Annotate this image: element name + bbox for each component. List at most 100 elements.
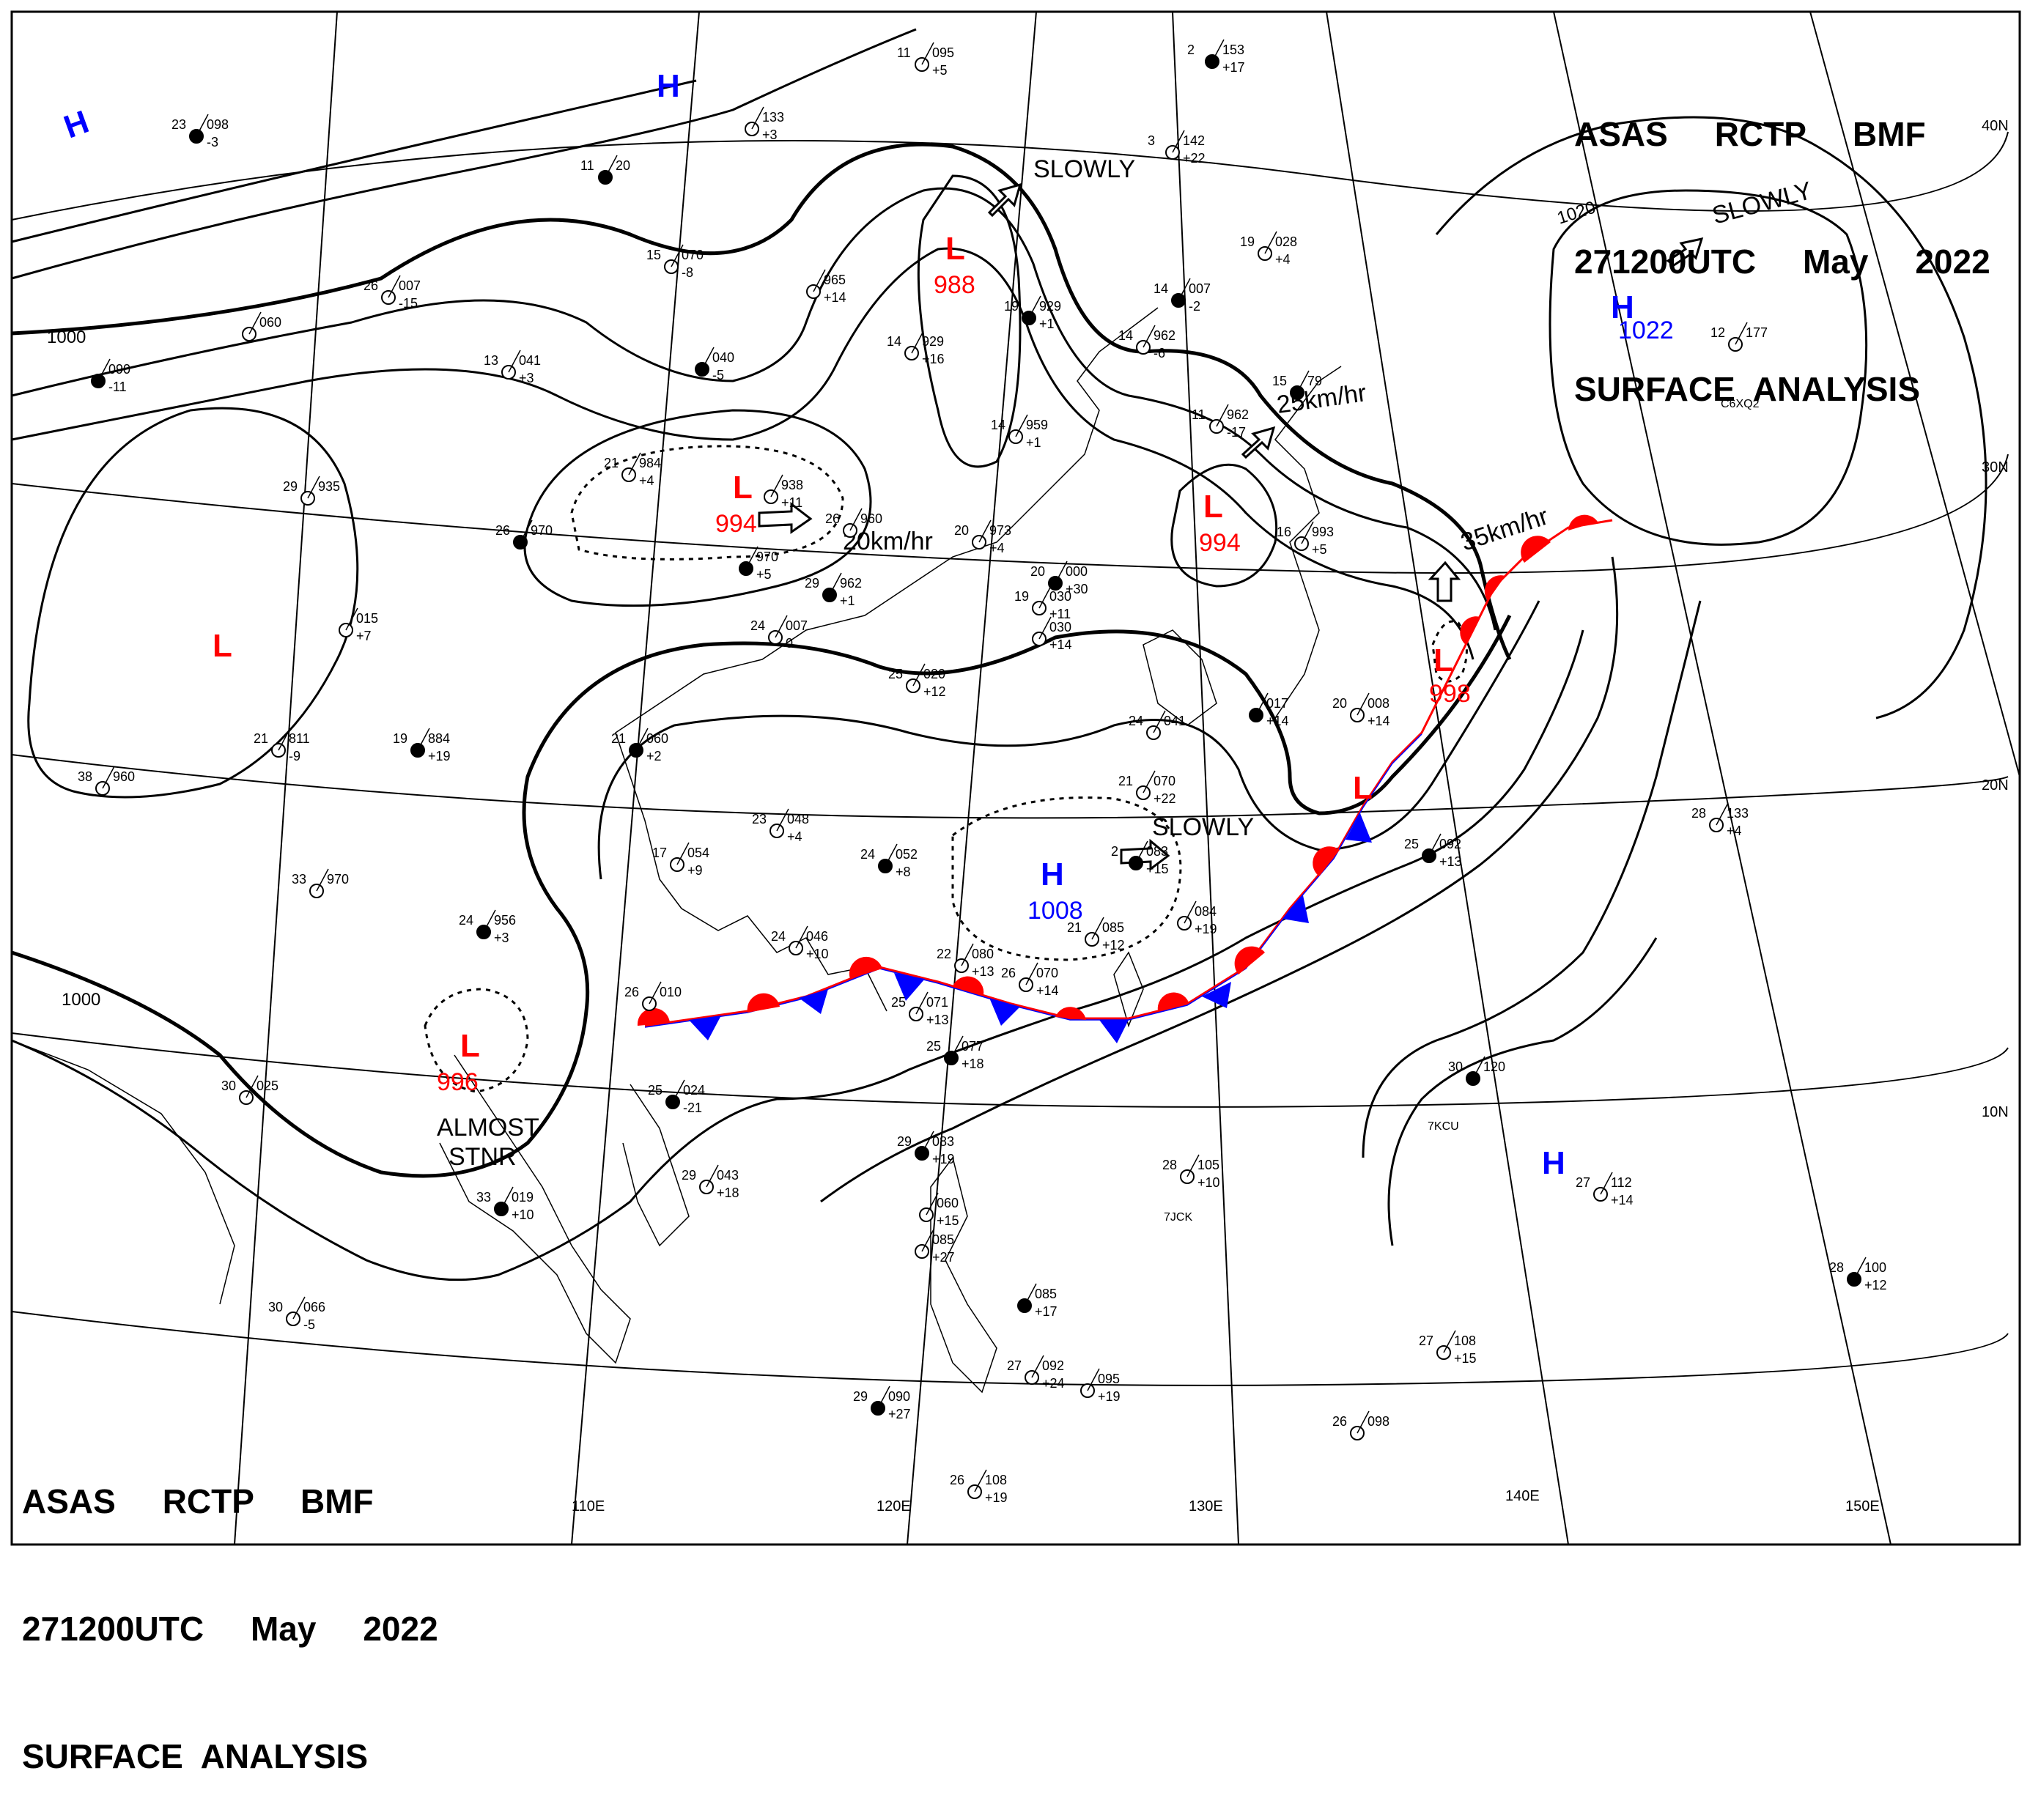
station-tendency: +4	[1275, 252, 1291, 267]
station-pressure: 017	[1266, 696, 1288, 711]
chart-title-bottom: ASAS RCTP BMF 271200UTC May 2022 SURFACE…	[22, 1395, 438, 1820]
station-tendency: +27	[932, 1250, 955, 1265]
station-temperature: 19	[393, 731, 407, 746]
station-pressure: 929	[922, 334, 944, 349]
station-plot: 19 030 +11	[1014, 585, 1071, 621]
wind-barb	[885, 843, 898, 867]
station-plot: 28 105 +10	[1162, 1154, 1220, 1190]
station-temperature: 21	[604, 456, 619, 470]
station-pressure: 133	[1727, 806, 1749, 821]
arrow-icon	[1241, 426, 1276, 459]
station-tendency: +11	[1049, 607, 1071, 621]
station-temperature: 28	[1829, 1260, 1844, 1275]
station-temperature: 19	[1240, 234, 1255, 249]
station-pressure: 007	[1189, 281, 1211, 296]
station-tendency: +3	[494, 931, 509, 945]
meridian-150e	[1553, 11, 1891, 1545]
station-temperature: 14	[887, 334, 901, 349]
station-tendency: +3	[762, 127, 778, 142]
station-plot: 17 054 +9	[652, 842, 709, 878]
front	[637, 514, 1613, 1043]
station-pressure: 79	[1307, 374, 1322, 388]
station-plot: 2 083 +15	[1111, 840, 1169, 876]
station-plot: 26 960	[825, 508, 882, 538]
station-tendency: +1	[840, 593, 855, 608]
wind-barb	[776, 808, 789, 832]
wind-barb	[1716, 802, 1729, 826]
station-tendency: +4	[1727, 824, 1742, 838]
station-tendency: +5	[932, 63, 948, 78]
station-tendency: -8	[682, 265, 693, 280]
station-tendency: -2	[1189, 299, 1200, 314]
station-pressure: 884	[428, 731, 450, 746]
wind-barb	[795, 925, 808, 949]
station-pressure: 938	[781, 478, 803, 492]
station-tendency: +17	[1035, 1304, 1058, 1319]
station-pressure: 085	[1102, 920, 1124, 935]
station-tendency: +12	[1864, 1278, 1887, 1292]
station-tendency: +13	[972, 964, 994, 979]
station-pressure: 060	[259, 315, 281, 330]
station-temperature: 33	[476, 1190, 491, 1205]
station-temperature: 33	[292, 872, 306, 887]
station-pressure: 084	[1195, 904, 1217, 919]
station-tendency: +22	[1154, 791, 1176, 806]
station-temperature: 13	[484, 353, 498, 368]
station-pressure: 965	[824, 273, 846, 287]
station-plot: 24 052 +8	[860, 843, 918, 879]
wind-barb	[1087, 1368, 1100, 1391]
station-temperature: 21	[611, 731, 626, 746]
wind-barb	[974, 1469, 987, 1492]
station-plot: 29 935	[283, 476, 340, 506]
dashed-low-996	[424, 988, 529, 1093]
station-pressure: 142	[1183, 133, 1205, 148]
isobar-north-1	[11, 28, 917, 280]
station-tendency: +10	[512, 1207, 534, 1222]
station-pressure: 959	[1026, 418, 1048, 432]
station-tendency: +22	[1183, 151, 1206, 166]
wind-barb	[649, 981, 662, 1005]
station-plot: 14 962 -6	[1118, 325, 1175, 360]
coast-korea	[1143, 629, 1217, 726]
wind-barb	[1184, 900, 1197, 924]
station-pressure: 071	[926, 995, 948, 1010]
wind-barb	[1357, 1410, 1370, 1434]
meridian-130e	[1172, 11, 1239, 1545]
wind-barb	[635, 728, 649, 751]
station-plot: 14 007 -2	[1154, 278, 1211, 314]
high-center-symbol: H	[657, 68, 680, 104]
station-pressure: 970	[531, 523, 553, 538]
station-pressure: 108	[985, 1473, 1007, 1487]
station-tendency: -6	[1154, 346, 1165, 360]
wind-barb	[1472, 1056, 1485, 1079]
low-center-symbol: L	[1433, 643, 1453, 678]
station-temperature: 11	[1192, 407, 1206, 422]
station-tendency: +4	[639, 473, 654, 488]
isobar-1020	[1549, 189, 1868, 546]
wind-barb	[388, 275, 401, 298]
station-pressure: 085	[1035, 1287, 1057, 1301]
isobar-south-3	[820, 556, 1619, 1203]
station-pressure: 090	[888, 1389, 910, 1404]
wind-barb	[97, 358, 111, 382]
station-pressure: 962	[840, 576, 862, 591]
station-plot: 26 010	[624, 981, 682, 1011]
station-pressure: 962	[1227, 407, 1249, 422]
wind-barb	[1091, 917, 1104, 940]
motion-label: 20km/hr	[843, 528, 933, 555]
station-tendency: +4	[989, 541, 1005, 555]
lat-label: 20N	[1982, 777, 2009, 794]
station-tendency: +14	[824, 290, 846, 305]
station-pressure: 083	[1146, 844, 1168, 859]
wind-barb	[1143, 770, 1156, 794]
low-center-symbol: L	[1203, 489, 1223, 525]
wind-barb	[1038, 616, 1052, 640]
station-tendency: +19	[1195, 922, 1217, 936]
wind-barb	[1172, 130, 1185, 153]
station-tendency: +13	[926, 1013, 949, 1027]
station-temperature: 19	[1004, 299, 1019, 314]
lat-label: 10N	[1982, 1104, 2009, 1120]
wind-barb	[483, 909, 496, 933]
lon-label: 130E	[1189, 1498, 1223, 1514]
